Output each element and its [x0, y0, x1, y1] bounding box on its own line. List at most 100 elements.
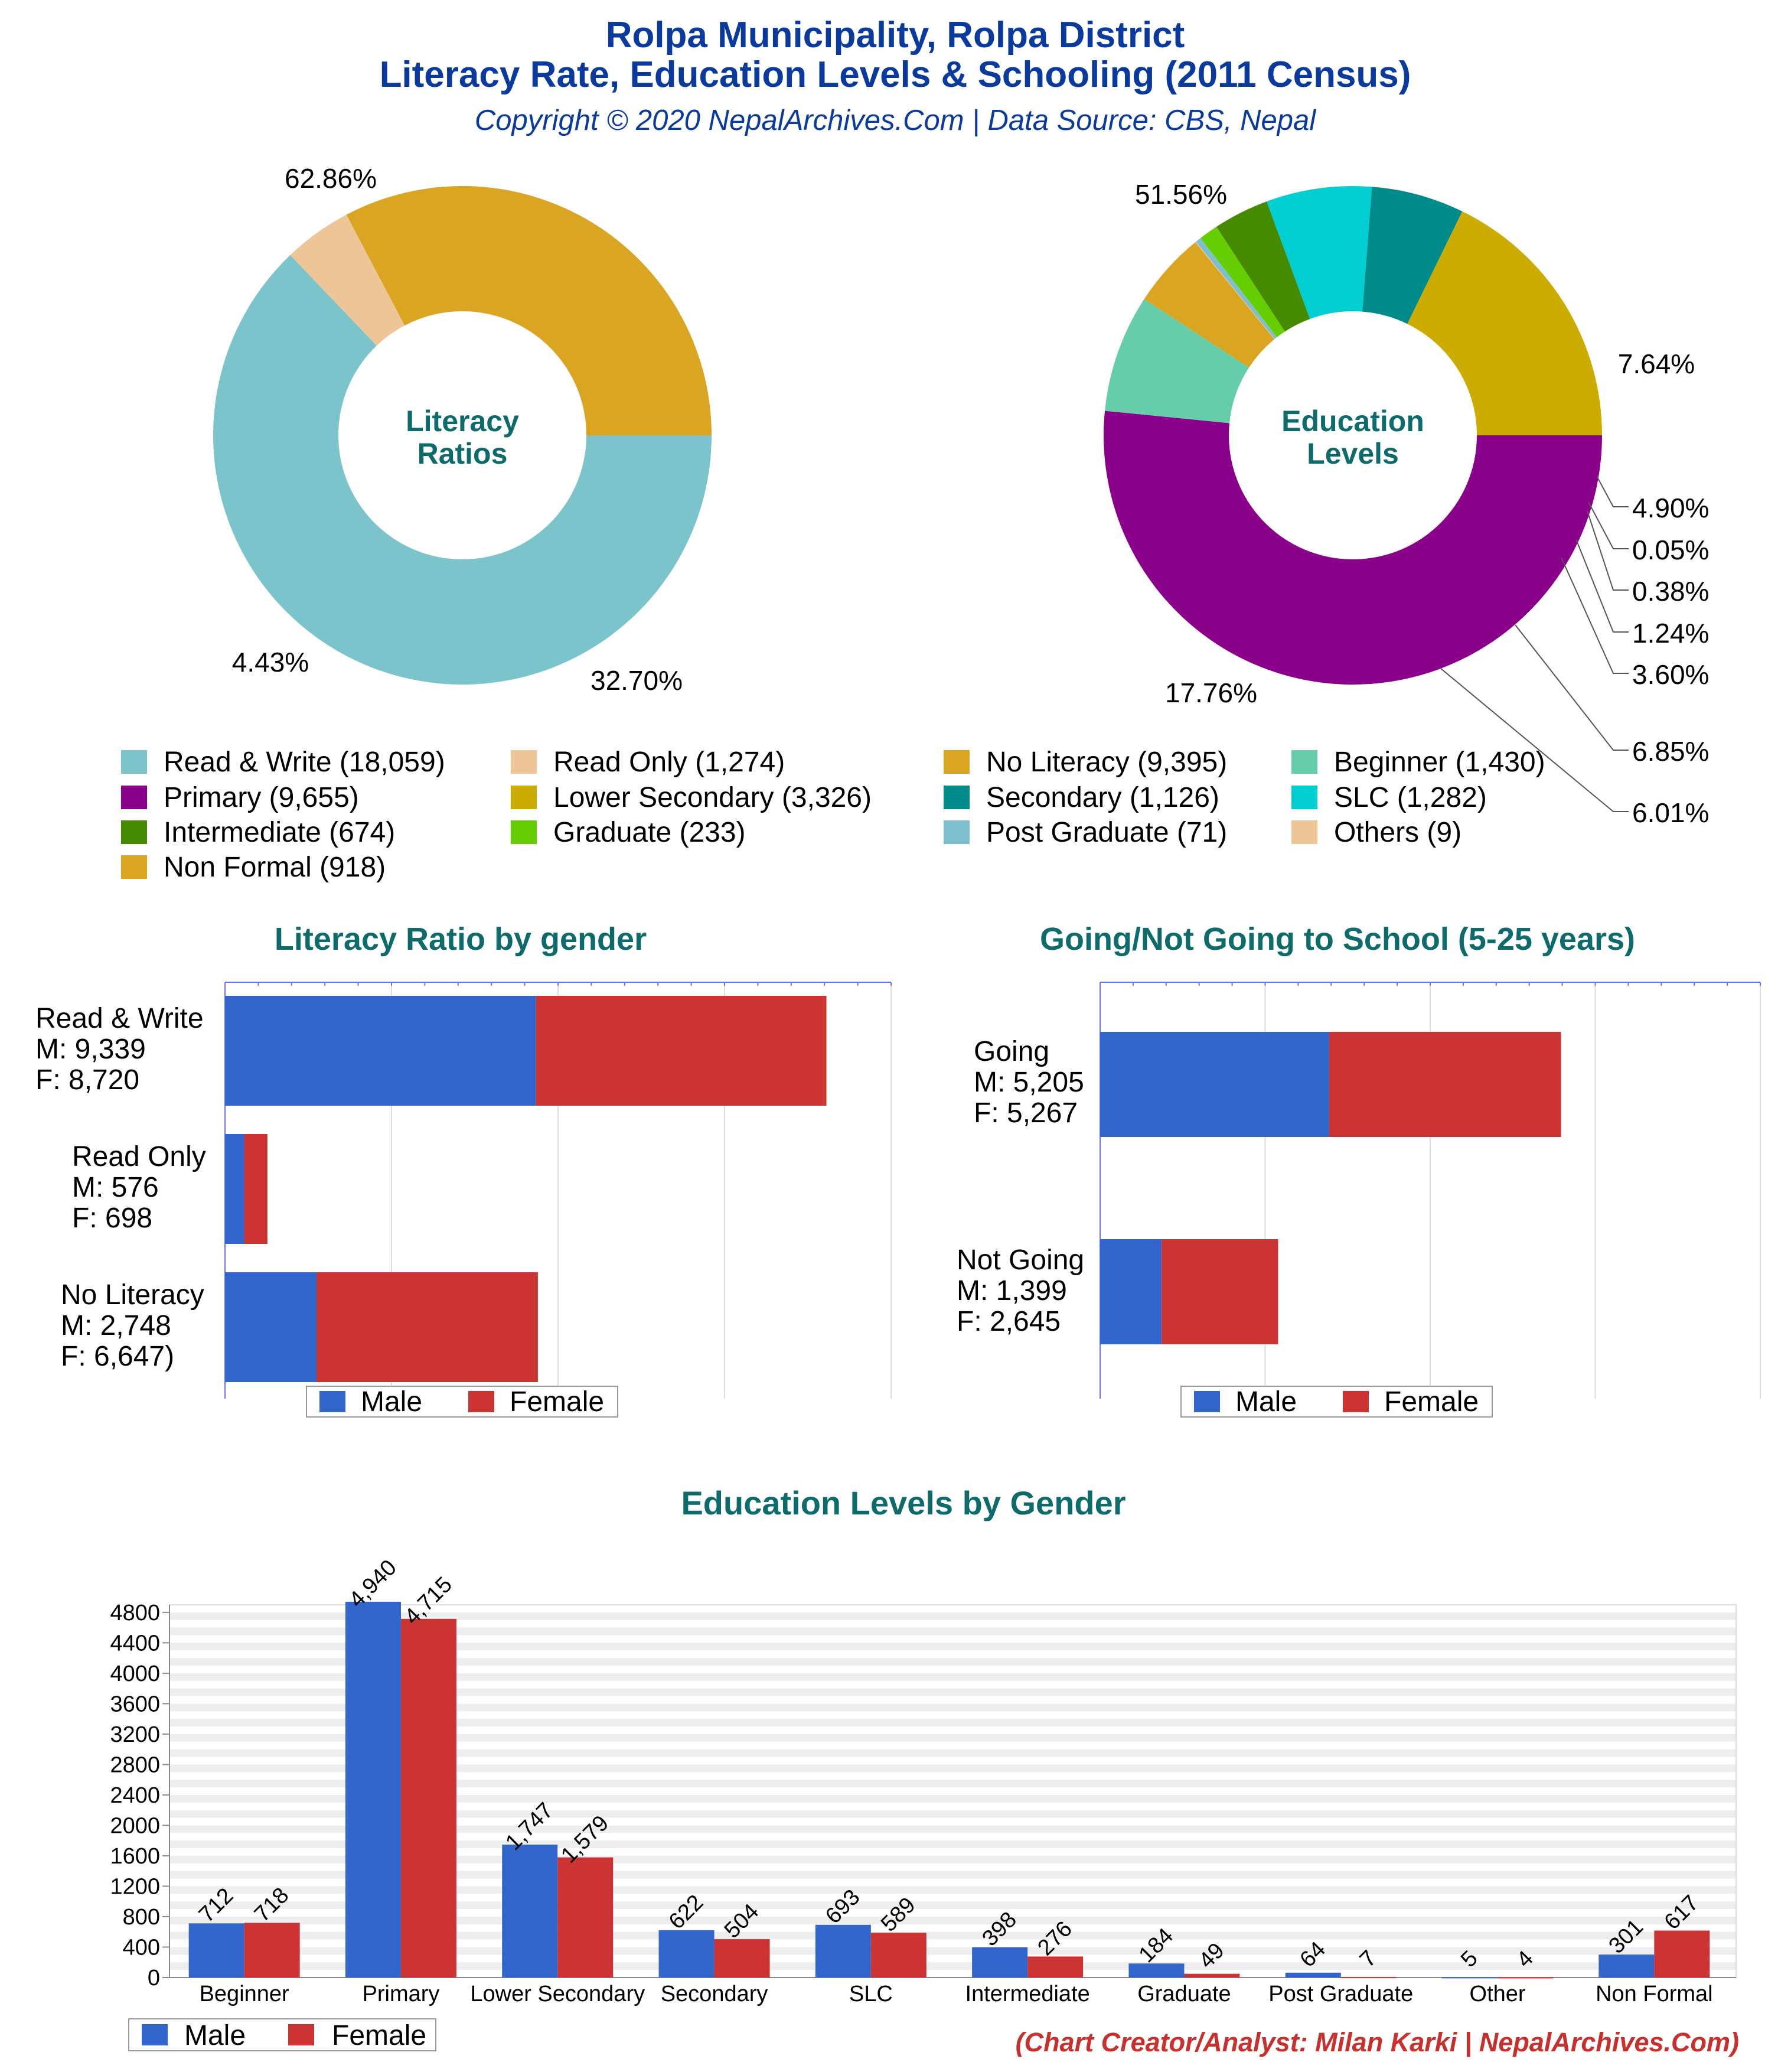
category-label-no-literacy: M: 2,748 [61, 1310, 171, 1341]
grid-band [169, 1703, 1736, 1712]
donut-slice-secondary [1362, 187, 1463, 324]
y-tick-label: 3600 [110, 1692, 160, 1716]
bar-secondary-female [714, 1939, 770, 1977]
grid-band [169, 1627, 1736, 1636]
slice-label-read-write: 62.86% [285, 163, 377, 194]
x-tick-label-intermediate: Intermediate [965, 1982, 1090, 2006]
legend-label-female: Female [510, 1386, 604, 1418]
x-tick-label-primary: Primary [363, 1982, 440, 2006]
page-subtitle: Copyright © 2020 NepalArchives.Com | Dat… [475, 105, 1316, 136]
bar-going-male [1100, 1032, 1329, 1137]
page-title-line2: Literacy Rate, Education Levels & School… [380, 54, 1411, 95]
donut-slice-non-formal [1144, 242, 1275, 368]
bar-going-female [1329, 1032, 1561, 1137]
category-label-not-going: Not Going [957, 1244, 1084, 1276]
leader-line-slc [1515, 624, 1629, 751]
x-tick-label-post-graduate: Post Graduate [1268, 1982, 1413, 2006]
slice-label-beginner: 7.64% [1618, 348, 1695, 379]
category-label-read-write: F: 8,720 [35, 1064, 139, 1096]
legend-swatch-read-write-18-059 [121, 750, 147, 774]
legend-label-post-graduate-71: Post Graduate (71) [986, 817, 1227, 848]
bar-other-male [1442, 1977, 1498, 1979]
legend-swatch-no-literacy-9-395 [944, 750, 970, 774]
category-label-going: M: 5,205 [974, 1067, 1084, 1098]
legend-swatch-post-graduate-71 [944, 820, 970, 844]
legend-swatch-others-9 [1291, 820, 1317, 844]
donut-center-label: Levels [1307, 437, 1399, 470]
donut-slice-slc [1266, 186, 1372, 319]
grid-band [169, 1810, 1736, 1818]
y-tick-label: 4800 [110, 1601, 160, 1625]
legend-label-female: Female [332, 2020, 426, 2051]
bar-graduate-male [1128, 1963, 1185, 1977]
legend-swatch-lower-secondary-3-326 [511, 786, 537, 809]
x-tick-label-non-formal: Non Formal [1596, 1982, 1713, 2006]
school-attendance-chart: Going/Not Going to School (5-25 years) Go… [957, 921, 1761, 1418]
grid-band [169, 1749, 1736, 1757]
legend-label-male: Male [184, 2020, 246, 2051]
bar-intermediate-male [972, 1947, 1028, 1977]
grid-band [169, 1780, 1736, 1788]
category-label-not-going: M: 1,399 [957, 1275, 1067, 1307]
donut-slice-no-literacy [346, 186, 712, 435]
y-tick-label: 4000 [110, 1661, 160, 1686]
grid-band [169, 1734, 1736, 1742]
leader-line-secondary [1440, 667, 1629, 812]
slice-label-no-literacy: 32.70% [591, 665, 683, 696]
category-label-going: Going [974, 1036, 1049, 1067]
y-tick-label: 1600 [110, 1844, 160, 1869]
bar-non-formal-female [1654, 1930, 1710, 1977]
legend-swatch-read-only-1-274 [511, 750, 537, 774]
slice-label-lower-secondary: 17.76% [1165, 677, 1257, 708]
bar-primary-male [345, 1601, 401, 1977]
bar-intermediate-female [1027, 1956, 1084, 1977]
legend-label-male: Male [361, 1386, 422, 1418]
leader-line-others [1588, 501, 1629, 549]
grid-band [169, 1764, 1736, 1773]
legend-label-lower-secondary-3-326: Lower Secondary (3,326) [553, 782, 872, 813]
bar-non-formal-male [1598, 1954, 1655, 1977]
leader-line-graduate [1575, 539, 1629, 633]
donut-center-label: Ratios [417, 437, 508, 470]
bar-post-graduate-female [1340, 1977, 1397, 1979]
page-title-line1: Rolpa Municipality, Rolpa District [606, 15, 1185, 56]
grid-band [169, 1658, 1736, 1666]
donut-slice-read-write [213, 255, 712, 685]
y-tick-label: 800 [123, 1905, 160, 1930]
slice-label-slc: 6.85% [1632, 736, 1709, 767]
legend-swatch-beginner-1-430 [1291, 750, 1317, 774]
legend-label-slc-1-282: SLC (1,282) [1334, 782, 1487, 813]
grid-band [169, 1719, 1736, 1727]
slice-label-secondary: 6.01% [1632, 797, 1709, 828]
grid-band [169, 1794, 1736, 1803]
y-tick-label: 0 [148, 1966, 160, 1990]
slice-label-post-graduate: 0.38% [1632, 576, 1709, 607]
legend-label-female: Female [1384, 1386, 1479, 1418]
donut-slice-beginner [1105, 299, 1250, 423]
grid-band [169, 1840, 1736, 1849]
y-tick-label: 1200 [110, 1874, 160, 1899]
grid-band [169, 1643, 1736, 1651]
donut-slice-others [1195, 242, 1275, 340]
footer-credit: (Chart Creator/Analyst: Milan Karki | Ne… [1016, 2027, 1739, 2057]
y-tick-label: 400 [123, 1935, 160, 1960]
bar-secondary-male [658, 1930, 715, 1977]
leader-line-post-graduate [1587, 510, 1629, 591]
category-label-no-literacy: F: 6,647) [61, 1341, 174, 1372]
bar-read-write-male [225, 996, 536, 1106]
donut-center-label: Education [1281, 405, 1424, 438]
legend-label-intermediate-674: Intermediate (674) [164, 817, 395, 848]
legend-swatch-female [288, 2024, 314, 2045]
category-label-read-write: M: 9,339 [35, 1034, 146, 1065]
category-label-read-only: F: 698 [72, 1203, 152, 1234]
donut-slice-graduate [1200, 226, 1285, 337]
bar-lower-secondary-female [557, 1857, 614, 1977]
donut-slice-lower-secondary [1407, 211, 1602, 435]
legend-label-graduate-233: Graduate (233) [553, 817, 746, 848]
y-tick-label: 4400 [110, 1631, 160, 1656]
bar-not-going-male [1100, 1239, 1162, 1344]
slice-label-primary: 51.56% [1135, 179, 1227, 210]
category-label-not-going: F: 2,645 [957, 1306, 1061, 1337]
legend-box [128, 2018, 436, 2051]
